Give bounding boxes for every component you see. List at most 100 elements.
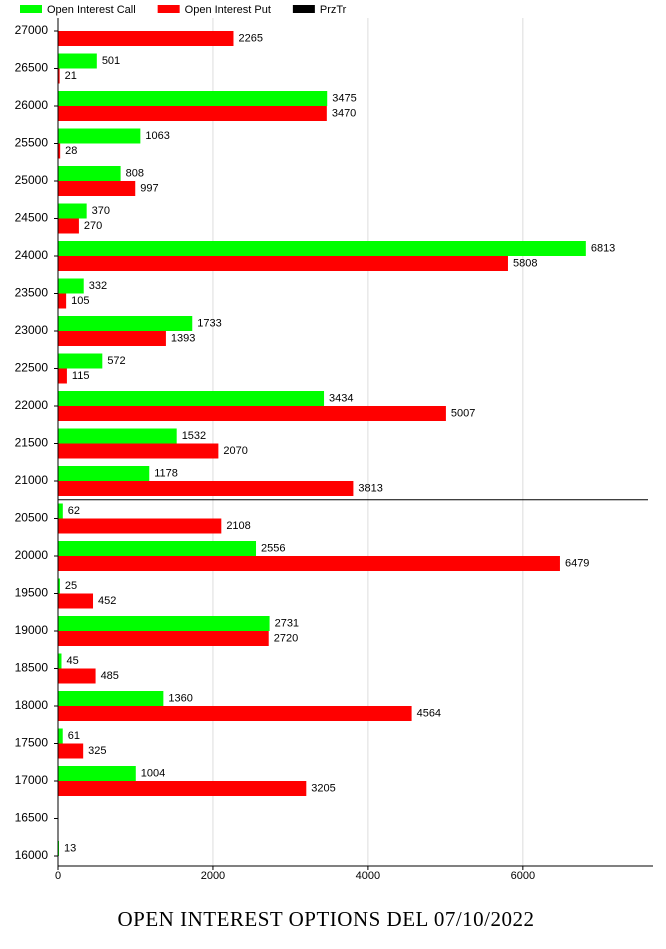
value-label: 501	[102, 55, 120, 67]
y-tick-label: 26000	[15, 98, 49, 112]
value-label: 1004	[141, 767, 165, 779]
bar	[58, 578, 60, 594]
value-label: 1733	[197, 317, 221, 329]
x-tick-label: 0	[55, 870, 61, 882]
bar	[58, 391, 325, 406]
value-label: 370	[92, 205, 110, 217]
y-tick-label: 18000	[15, 698, 49, 712]
value-label: 1178	[154, 467, 178, 479]
y-tick-label: 24500	[15, 211, 49, 225]
bar	[58, 706, 412, 721]
legend-label: PrzTr	[320, 4, 347, 16]
value-label: 808	[126, 167, 144, 179]
bar	[58, 443, 219, 459]
legend-label: Open Interest Call	[47, 4, 136, 16]
value-label: 115	[72, 370, 90, 382]
legend-swatch	[157, 5, 180, 13]
bar	[58, 466, 150, 481]
bar	[58, 841, 60, 856]
y-tick-label: 21500	[15, 436, 49, 450]
bar	[58, 616, 270, 631]
value-label: 325	[88, 745, 106, 757]
bar	[58, 406, 446, 421]
bar	[58, 368, 67, 384]
bar	[58, 218, 79, 234]
bar	[58, 728, 63, 744]
bar	[58, 53, 97, 69]
bar	[58, 181, 136, 196]
y-tick-label: 20000	[15, 548, 49, 562]
value-label: 3434	[329, 392, 353, 404]
value-label: 1532	[182, 430, 206, 442]
y-tick-label: 19500	[15, 586, 49, 600]
value-label: 3813	[358, 482, 382, 494]
y-tick-label: 19000	[15, 623, 49, 637]
chart-title: OPEN INTEREST OPTIONS DEL 07/10/2022	[118, 907, 535, 931]
value-label: 572	[107, 355, 125, 367]
bar	[58, 743, 84, 759]
y-tick-label: 23000	[15, 323, 49, 337]
value-label: 485	[101, 670, 119, 682]
bar	[58, 166, 121, 181]
value-label: 5007	[451, 407, 475, 419]
value-label: 105	[71, 295, 89, 307]
value-label: 62	[68, 505, 80, 517]
y-tick-label: 25000	[15, 173, 49, 187]
x-tick-label: 2000	[201, 870, 225, 882]
bar	[58, 68, 60, 84]
bar	[58, 31, 234, 46]
bar	[58, 143, 61, 159]
legend-label: Open Interest Put	[185, 4, 271, 16]
bar	[58, 128, 141, 144]
y-tick-label: 16500	[15, 811, 49, 825]
bar	[58, 256, 508, 271]
value-label: 21	[65, 70, 77, 82]
bar	[58, 781, 307, 796]
bar	[58, 353, 103, 369]
bar	[58, 541, 257, 556]
y-tick-label: 20500	[15, 511, 49, 525]
bar	[58, 503, 63, 519]
bar	[58, 668, 96, 684]
value-label: 2108	[226, 520, 250, 532]
value-label: 2556	[261, 542, 285, 554]
value-label: 3470	[332, 107, 356, 119]
value-label: 3475	[332, 92, 356, 104]
bar	[58, 428, 177, 444]
x-tick-label: 6000	[511, 870, 535, 882]
bar	[58, 766, 136, 781]
value-label: 4564	[417, 707, 441, 719]
bar	[58, 481, 354, 496]
legend-swatch	[292, 5, 315, 13]
bar	[58, 106, 327, 121]
value-label: 270	[84, 220, 102, 232]
value-label: 6813	[591, 242, 615, 254]
y-tick-label: 22000	[15, 398, 49, 412]
value-label: 2265	[238, 32, 262, 44]
bar	[58, 691, 164, 706]
bar	[58, 241, 586, 256]
y-tick-label: 17000	[15, 773, 49, 787]
value-label: 1393	[171, 332, 195, 344]
value-label: 13	[64, 842, 76, 854]
bar	[58, 91, 328, 106]
y-tick-label: 17500	[15, 736, 49, 750]
y-tick-label: 18500	[15, 661, 49, 675]
bar	[58, 293, 67, 309]
bar	[58, 593, 94, 609]
value-label: 997	[140, 182, 158, 194]
bar	[58, 631, 269, 646]
legend-swatch	[20, 5, 42, 13]
value-label: 61	[68, 730, 80, 742]
value-label: 6479	[565, 557, 589, 569]
bar	[58, 518, 222, 534]
value-label: 2720	[274, 632, 298, 644]
y-tick-label: 23500	[15, 286, 49, 300]
y-tick-label: 16000	[15, 848, 49, 862]
value-label: 332	[89, 280, 107, 292]
value-label: 5808	[513, 257, 537, 269]
value-label: 45	[66, 655, 78, 667]
x-tick-label: 4000	[356, 870, 380, 882]
value-label: 452	[98, 595, 116, 607]
